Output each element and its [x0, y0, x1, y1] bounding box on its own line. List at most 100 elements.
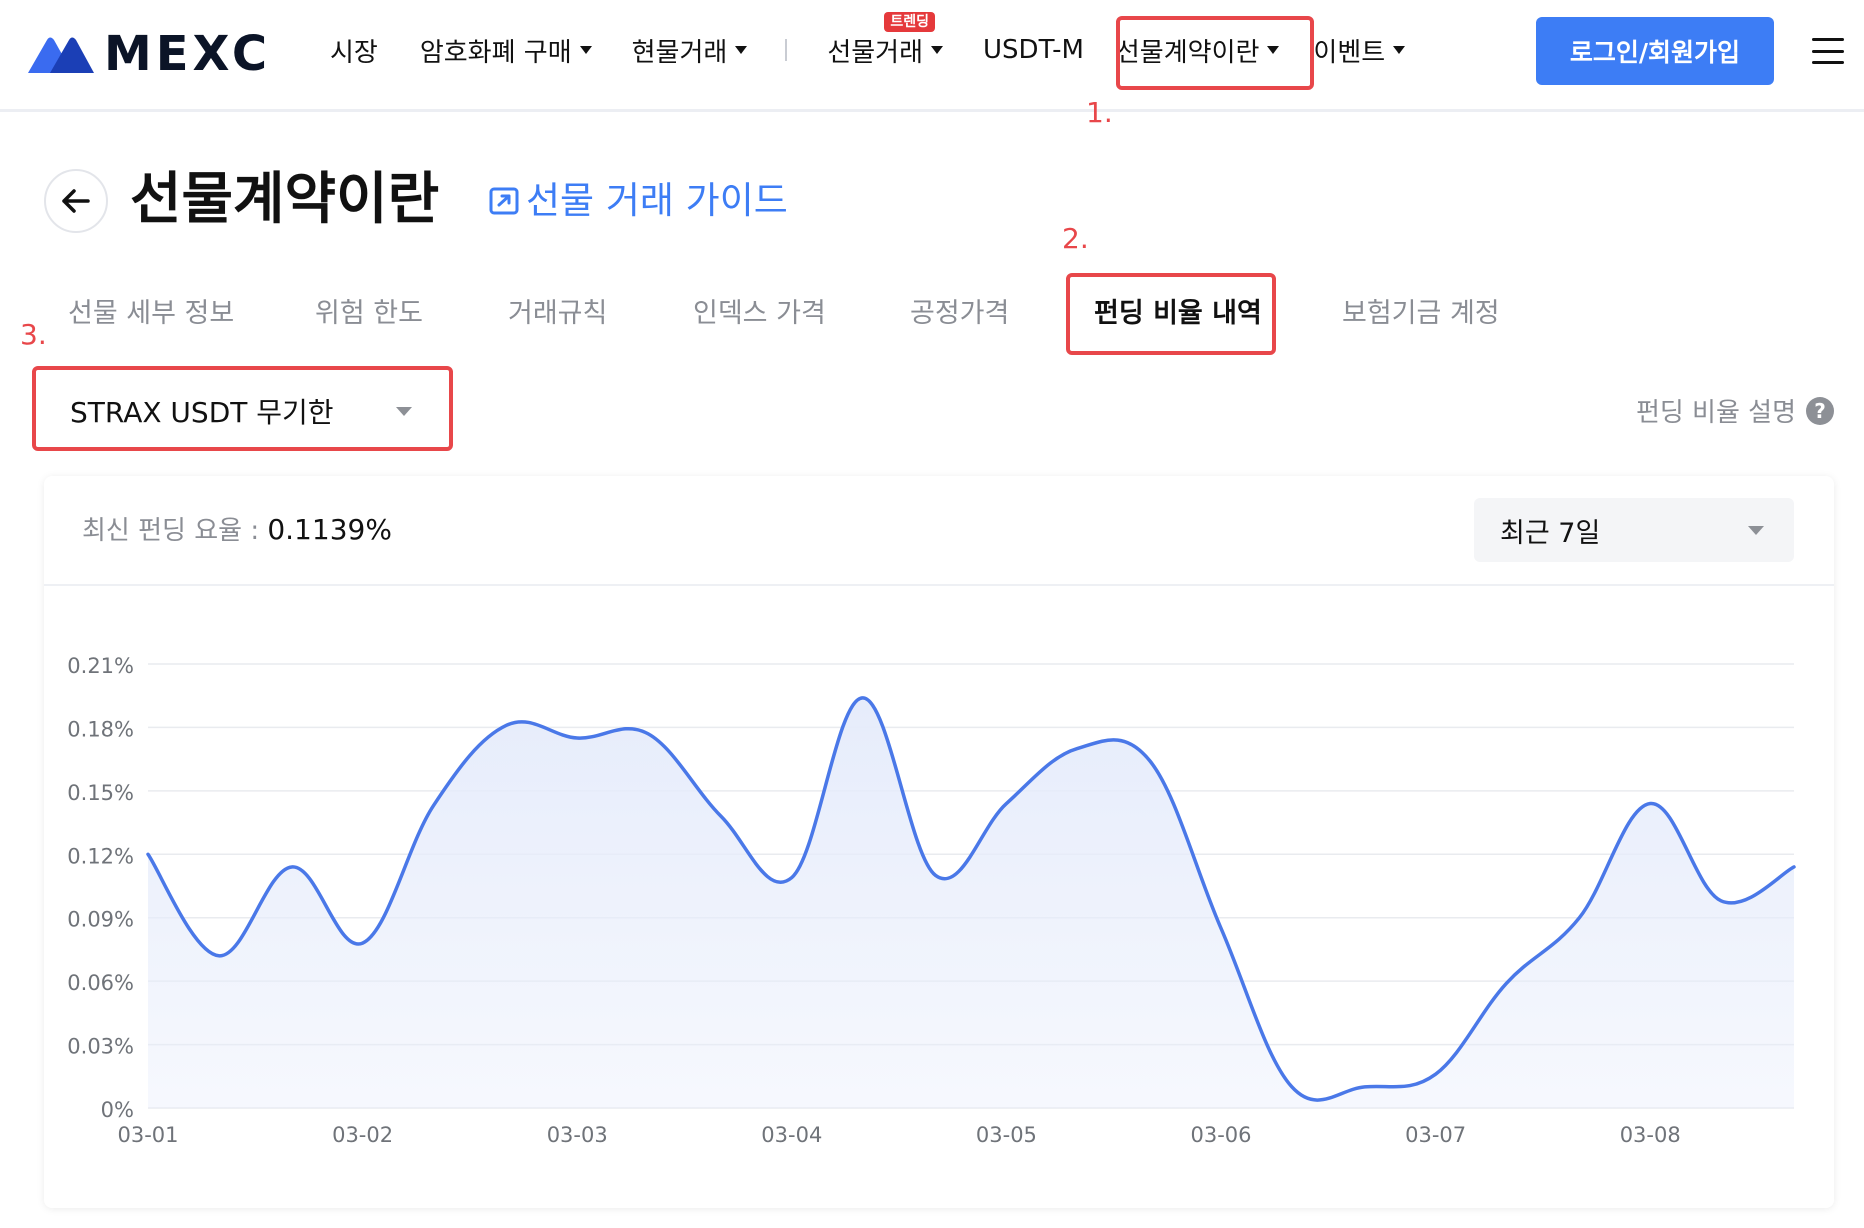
mexc-logo-icon [28, 37, 94, 73]
data-point [430, 803, 436, 809]
data-point [1718, 898, 1724, 904]
tab-risk-limit[interactable]: 위험 한도 [315, 298, 423, 329]
latest-funding-rate: 최신 펀딩 요율 : 0.1139% [82, 512, 392, 549]
guide-icon [489, 187, 519, 215]
nav-buy-crypto[interactable]: 암호화폐 구매 [420, 32, 592, 69]
nav-market-label: 시장 [330, 37, 378, 68]
top-header: MEXC 시장 암호화폐 구매 현물거래 선물거래 트렌딩 USDT-M 선물계… [0, 0, 1864, 112]
funding-rate-area [148, 697, 1794, 1108]
chevron-down-icon [931, 46, 944, 54]
funding-rate-explanation-link[interactable]: 펀딩 비율 설명 ? [1636, 392, 1834, 429]
funding-rate-explanation-label: 펀딩 비율 설명 [1635, 398, 1796, 428]
nav-what-is-futures[interactable]: 선물계약이란 [1116, 32, 1280, 69]
x-tick-label: 03-01 [117, 1123, 178, 1147]
nav-market[interactable]: 시장 [330, 32, 378, 69]
login-signup-button[interactable]: 로그인/회원가입 [1536, 17, 1774, 85]
arrow-left-icon [62, 189, 90, 213]
nav-events[interactable]: 이벤트 [1313, 32, 1406, 69]
y-tick-label: 0.09% [67, 908, 134, 932]
futures-guide-label: 선물 거래 가이드 [526, 179, 788, 222]
contract-select[interactable]: STRAX USDT 무기한 [40, 374, 444, 448]
data-point [503, 722, 509, 728]
data-point [1362, 1084, 1368, 1090]
data-point [216, 953, 222, 959]
data-point [860, 695, 866, 701]
y-tick-label: 0.03% [67, 1035, 134, 1059]
data-point [1218, 925, 1224, 931]
main-nav: 시장 암호화폐 구매 현물거래 선물거래 트렌딩 USDT-M 선물계약이란 이… [330, 11, 1406, 72]
futures-guide-link[interactable]: 선물 거래 가이드 [488, 178, 788, 224]
tab-futures-details[interactable]: 선물 세부 정보 [68, 298, 235, 329]
menu-bar [1812, 38, 1844, 41]
nav-futures[interactable]: 선물거래 트렌딩 [827, 11, 944, 69]
data-point [718, 813, 724, 819]
menu-bar [1812, 61, 1844, 64]
logo-text: MEXC [104, 26, 272, 82]
trending-badge: 트렌딩 [884, 11, 936, 32]
nav-usdt-m[interactable]: USDT-M [983, 35, 1084, 65]
data-point [1576, 915, 1582, 921]
tab-insurance-fund[interactable]: 보험기금 계정 [1342, 298, 1500, 329]
chevron-down-icon [735, 46, 748, 54]
data-point [289, 864, 295, 870]
nav-events-label: 이벤트 [1313, 37, 1386, 68]
chart-card-header: 최신 펀딩 요율 : 0.1139% 최근 7일 [44, 476, 1834, 586]
question-icon: ? [1806, 396, 1834, 425]
x-tick-label: 03-06 [1190, 1123, 1251, 1147]
latest-funding-rate-label: 최신 펀딩 요율 : [82, 516, 268, 546]
contract-select-value: STRAX USDT 무기한 [70, 396, 334, 429]
nav-futures-label: 선물거래 [827, 37, 924, 68]
page-title: 선물계약이란 [130, 167, 440, 232]
y-tick-label: 0% [101, 1098, 134, 1122]
mexc-logo[interactable]: MEXC [28, 30, 271, 78]
step-label-3: 3. [20, 318, 47, 351]
data-point [1647, 801, 1653, 807]
nav-usdt-m-label: USDT-M [983, 35, 1084, 65]
tab-fair-price[interactable]: 공정가격 [910, 298, 1010, 329]
chevron-down-icon [1393, 46, 1406, 54]
data-point [360, 940, 366, 946]
back-button[interactable] [44, 169, 108, 233]
data-point [574, 735, 580, 741]
chevron-down-icon [1748, 525, 1764, 535]
funding-rate-line [146, 696, 1796, 1102]
data-point [145, 851, 151, 857]
x-tick-label: 03-02 [332, 1123, 393, 1147]
data-point [1433, 1071, 1439, 1077]
chevron-down-icon [396, 406, 412, 416]
chevron-down-icon [579, 46, 592, 54]
x-tick-label: 03-04 [761, 1123, 822, 1147]
data-point [1289, 1084, 1295, 1090]
data-point [789, 875, 795, 881]
period-select[interactable]: 최근 7일 [1474, 498, 1794, 562]
y-tick-label: 0.15% [67, 781, 134, 805]
hamburger-menu-icon[interactable] [1812, 38, 1844, 64]
funding-rate-chart: 0% 0.03% 0.06% 0.09% 0.12% 0.15% 0.18% 0.21% 03-… [67, 654, 1797, 1147]
data-point [1503, 980, 1509, 986]
tab-index-price[interactable]: 인덱스 가격 [693, 298, 826, 329]
step-label-1: 1. [1086, 96, 1113, 129]
period-select-value: 최근 7일 [1500, 517, 1601, 549]
nav-buy-crypto-label: 암호화폐 구매 [419, 37, 572, 68]
tab-trading-rules[interactable]: 거래규칙 [508, 298, 608, 329]
nav-divider [785, 39, 788, 61]
chevron-down-icon [1267, 46, 1280, 54]
menu-bar [1812, 49, 1844, 53]
tab-funding-rate-history[interactable]: 펀딩 비율 내역 [1094, 298, 1262, 329]
data-point [1791, 864, 1797, 870]
y-tick-label: 0.06% [67, 971, 134, 995]
x-tick-label: 03-07 [1405, 1123, 1466, 1147]
nav-spot-label: 현물거래 [631, 37, 728, 68]
data-point [1074, 746, 1080, 752]
x-tick-label: 03-03 [547, 1123, 608, 1147]
y-tick-label: 0.12% [67, 844, 134, 868]
nav-what-is-futures-label: 선물계약이란 [1115, 37, 1260, 68]
latest-funding-rate-value: 0.1139% [267, 513, 392, 546]
x-tick-label: 03-08 [1620, 1123, 1681, 1147]
y-tick-label: 0.18% [67, 717, 134, 741]
funding-rate-chart-card: 최신 펀딩 요율 : 0.1139% 최근 7일 0% 0.03% 0.06% 0.0… [44, 476, 1834, 1208]
nav-spot[interactable]: 현물거래 [632, 32, 748, 69]
step-label-2: 2. [1062, 222, 1089, 255]
data-point [1147, 758, 1153, 764]
data-point [645, 731, 651, 737]
